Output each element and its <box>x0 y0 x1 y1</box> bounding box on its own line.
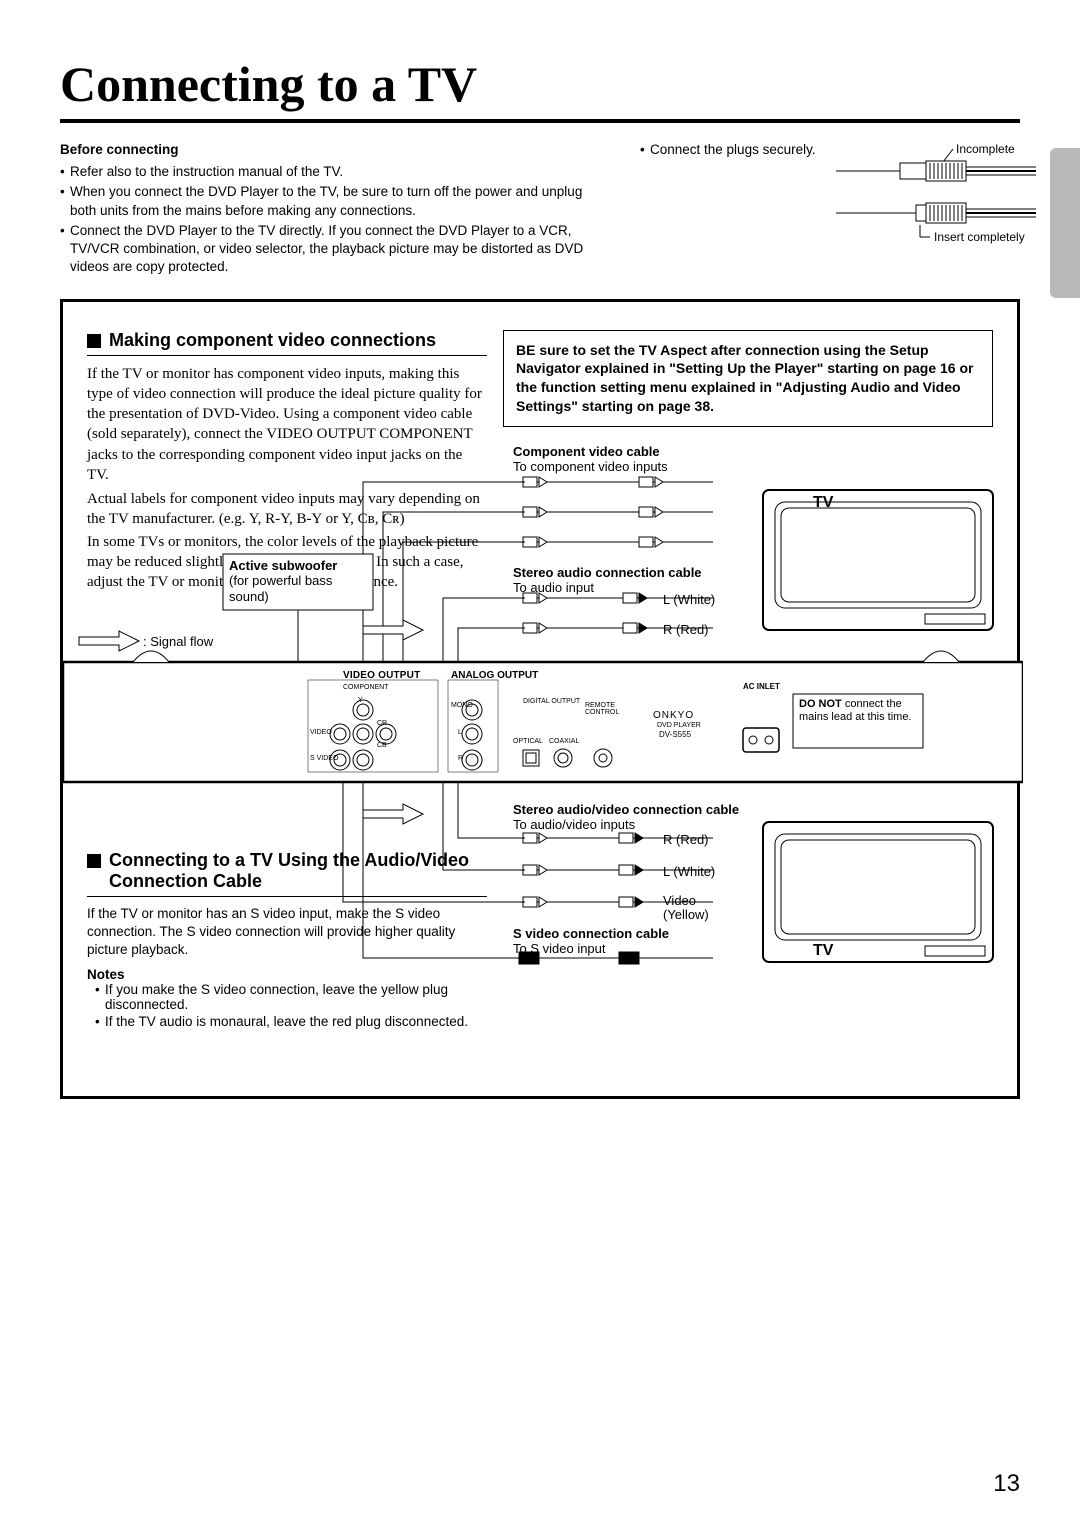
stereo-audio-sub: To audio input <box>513 580 594 595</box>
before-bullet: Refer also to the instruction manual of … <box>60 163 610 181</box>
panel-mono: MONO <box>451 702 473 709</box>
stereo-av-label: Stereo audio/video connection cable <box>513 802 739 817</box>
panel-model-b: DV-S555 <box>659 730 691 739</box>
l-white-label: L (White) <box>663 592 715 607</box>
stereo-av-sub: To audio/video inputs <box>513 817 635 832</box>
plug-diagram: Incomplete <box>836 141 1036 261</box>
signal-flow-label: : Signal flow <box>143 634 213 649</box>
tv-label-1: TV <box>813 494 833 512</box>
panel-remote: REMOTE CONTROL <box>585 702 625 716</box>
panel-r: R <box>458 755 463 762</box>
subwoofer-sub: (for powerful bass sound) <box>229 573 332 604</box>
panel-digital-output: DIGITAL OUTPUT <box>523 698 580 705</box>
tv-label-2: TV <box>813 942 833 960</box>
panel-component: COMPONENT <box>343 684 389 691</box>
panel-brand: ONKYO <box>653 710 694 721</box>
stereo-audio-label: Stereo audio connection cable <box>513 565 702 580</box>
subwoofer-label: Active subwoofer <box>229 558 337 573</box>
component-cable-label: Component video cable <box>513 444 660 459</box>
panel-cb: CB <box>377 742 387 749</box>
panel-coaxial: COAXIAL <box>549 738 579 745</box>
panel-optical: OPTICAL <box>513 738 543 745</box>
panel-ac-inlet: AC INLET <box>743 682 780 691</box>
component-cable-sub: To component video inputs <box>513 459 668 474</box>
note-item: If the TV audio is monaural, leave the r… <box>95 1014 487 1029</box>
section2-heading: Connecting to a TV Using the Audio/Video… <box>109 850 487 892</box>
svideo-label: S video connection cable <box>513 926 669 941</box>
r-red-label-2: R (Red) <box>663 832 709 847</box>
video-yellow-b: (Yellow) <box>663 907 709 922</box>
page-number: 13 <box>993 1470 1020 1498</box>
notes-heading: Notes <box>87 967 487 982</box>
svideo-sub: To S video input <box>513 941 606 956</box>
r-red-label: R (Red) <box>663 622 709 637</box>
panel-model-a: DVD PLAYER <box>657 722 701 729</box>
panel-l: L <box>458 729 462 736</box>
panel-cr: CR <box>377 720 387 727</box>
l-white-label-2: L (White) <box>663 864 715 879</box>
panel-y: Y <box>358 697 363 704</box>
plug-incomplete-label: Incomplete <box>956 142 1015 156</box>
side-tab <box>1050 148 1080 298</box>
before-bullet: When you connect the DVD Player to the T… <box>60 183 610 219</box>
section2-heading-row: Connecting to a TV Using the Audio/Video… <box>87 850 487 892</box>
panel-video: VIDEO <box>310 729 332 736</box>
note-item: If you make the S video connection, leav… <box>95 982 487 1012</box>
before-heading: Before connecting <box>60 141 610 159</box>
panel-analog-output: ANALOG OUTPUT <box>451 670 538 681</box>
panel-video-output: VIDEO OUTPUT <box>343 670 420 681</box>
section2-body: If the TV or monitor has an S video inpu… <box>87 905 487 960</box>
page-title: Connecting to a TV <box>60 55 1020 123</box>
main-frame: Making component video connections If th… <box>60 299 1020 1099</box>
panel-svideo: S VIDEO <box>310 755 338 762</box>
before-block: Before connecting Refer also to the inst… <box>60 141 1020 279</box>
before-bullet: Connect the DVD Player to the TV directl… <box>60 222 610 277</box>
before-bullet-right: Connect the plugs securely. <box>640 141 816 159</box>
plug-complete-label: Insert completely <box>934 230 1025 244</box>
video-yellow-a: Video <box>663 893 696 908</box>
square-bullet-icon <box>87 854 101 868</box>
donot-box: DO NOT connect the mains lead at this ti… <box>799 698 919 724</box>
